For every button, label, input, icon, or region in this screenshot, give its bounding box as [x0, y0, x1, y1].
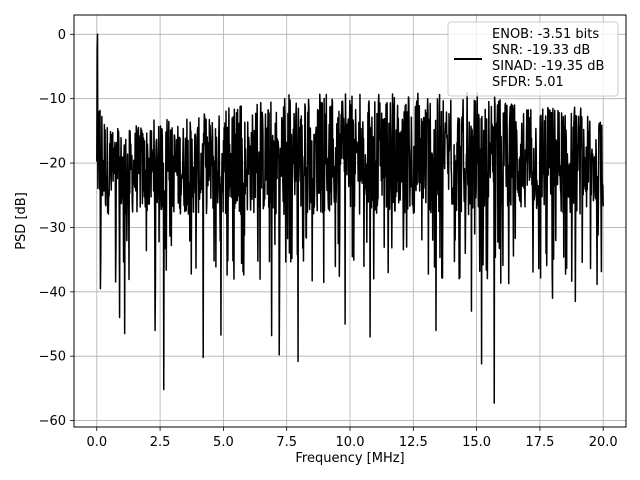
y-tick-label: −20 — [39, 157, 66, 172]
y-axis-ticks: 0 −10 −20 −30 −40 −50 −60 — [39, 28, 74, 429]
legend-sfdr: SFDR: 5.01 — [492, 75, 564, 90]
x-tick-label: 0.0 — [86, 435, 107, 450]
x-axis-label: Frequency [MHz] — [295, 451, 404, 466]
legend-snr: SNR: -19.33 dB — [492, 43, 590, 58]
x-tick-label: 15.0 — [462, 435, 491, 450]
legend-box — [447, 21, 619, 97]
y-tick-label: −60 — [39, 414, 66, 429]
x-tick-label: 5.0 — [213, 435, 234, 450]
plot-area — [96, 33, 604, 404]
y-tick-label: −40 — [39, 285, 66, 300]
x-tick-label: 7.5 — [276, 435, 297, 450]
legend: ENOB: -3.51 bits SNR: -19.33 dB SINAD: -… — [447, 21, 619, 97]
y-tick-label: 0 — [58, 28, 66, 43]
y-tick-label: −10 — [39, 92, 66, 107]
legend-sinad: SINAD: -19.35 dB — [492, 59, 604, 74]
x-tick-label: 12.5 — [399, 435, 428, 450]
y-tick-label: −50 — [39, 350, 66, 365]
x-axis-ticks: 0.0 2.5 5.0 7.5 10.0 12.5 15.0 17.5 20.0 — [86, 427, 618, 450]
legend-enob: ENOB: -3.51 bits — [492, 27, 599, 42]
psd-series-line — [96, 33, 604, 404]
x-tick-label: 10.0 — [336, 435, 365, 450]
y-axis-label: PSD [dB] — [14, 192, 29, 250]
y-tick-label: −30 — [39, 221, 66, 236]
x-tick-label: 17.5 — [525, 435, 554, 450]
x-tick-label: 20.0 — [589, 435, 618, 450]
x-tick-label: 2.5 — [150, 435, 171, 450]
